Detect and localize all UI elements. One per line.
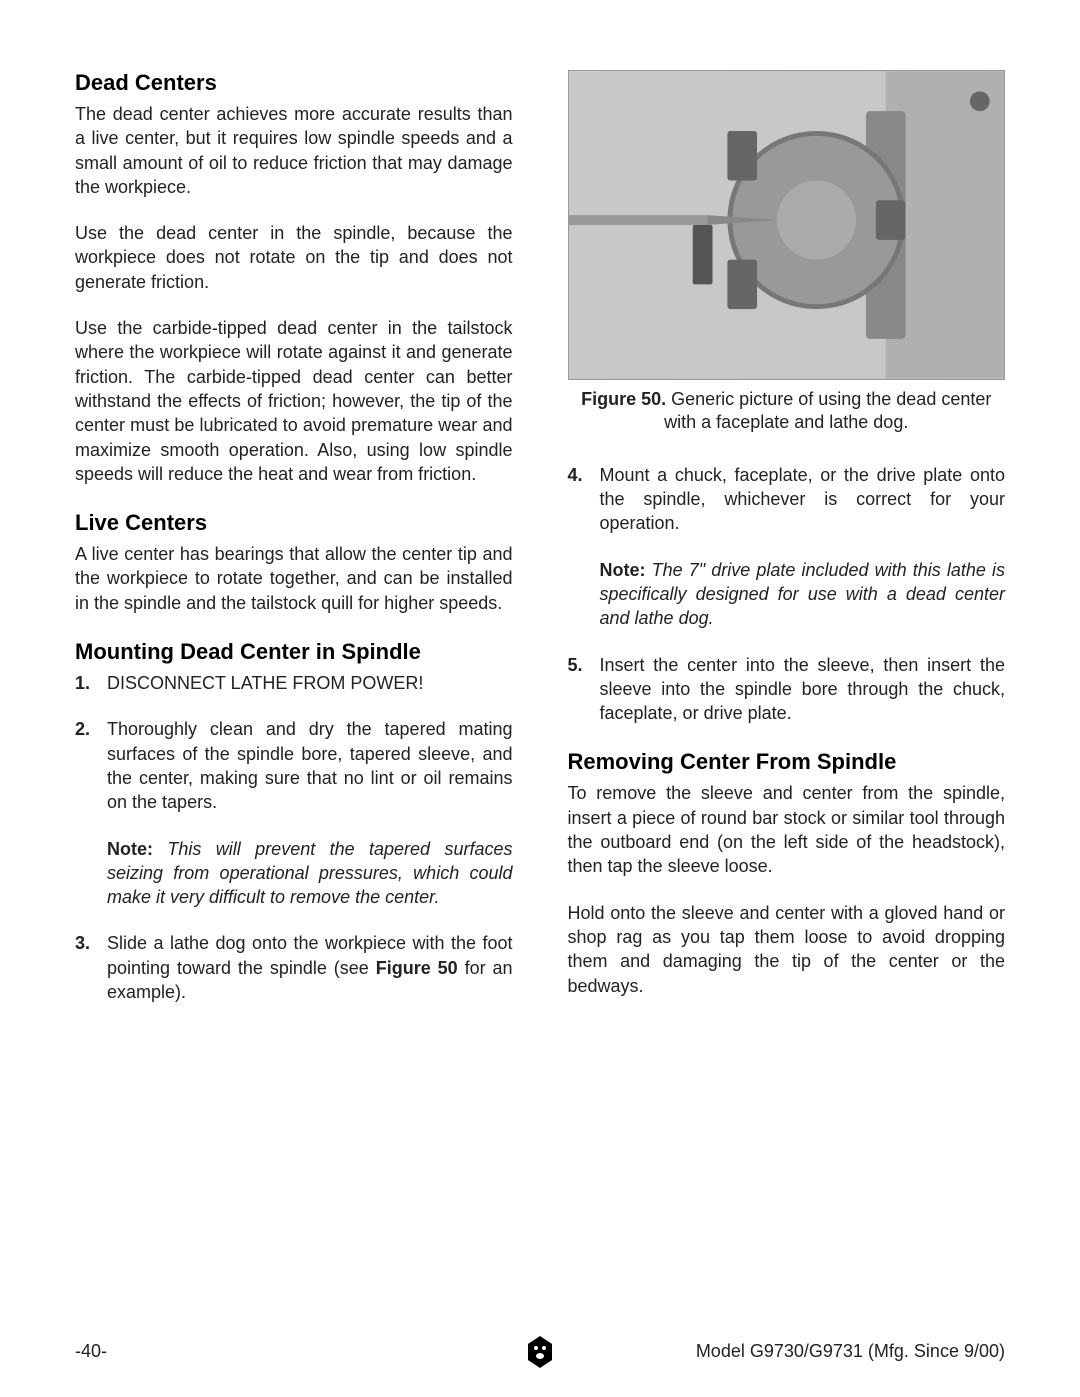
- footer-logo-icon: [524, 1334, 556, 1370]
- step-2-text: Thoroughly clean and dry the tapered mat…: [107, 719, 513, 812]
- para-removing-2: Hold onto the sleeve and center with a g…: [568, 901, 1006, 998]
- note-label: Note:: [600, 560, 646, 580]
- note-text: This will prevent the tapered surfaces s…: [107, 839, 513, 908]
- para-dead-centers-2: Use the dead center in the spindle, beca…: [75, 221, 513, 294]
- heading-dead-centers: Dead Centers: [75, 70, 513, 96]
- figure-50-caption: Figure 50. Generic picture of using the …: [568, 388, 1006, 435]
- note-label: Note:: [107, 839, 153, 859]
- lathe-illustration-icon: [569, 71, 1005, 379]
- left-column: Dead Centers The dead center achieves mo…: [75, 70, 513, 1026]
- heading-live-centers: Live Centers: [75, 510, 513, 536]
- step-2-note: Note: This will prevent the tapered surf…: [107, 837, 513, 910]
- heading-mounting: Mounting Dead Center in Spindle: [75, 639, 513, 665]
- caption-rest: Generic picture of using the dead center…: [664, 389, 991, 432]
- page-footer: -40- Model G9730/G9731 (Mfg. Since 9/00): [75, 1341, 1005, 1362]
- step-4-note: Note: The 7" drive plate included with t…: [600, 558, 1006, 631]
- para-dead-centers-1: The dead center achieves more accurate r…: [75, 102, 513, 199]
- note-text: The 7" drive plate included with this la…: [600, 560, 1006, 629]
- right-column: Figure 50. Generic picture of using the …: [568, 70, 1006, 1026]
- model-info: Model G9730/G9731 (Mfg. Since 9/00): [696, 1341, 1005, 1362]
- step-3: Slide a lathe dog onto the workpiece wit…: [75, 931, 513, 1004]
- step-3-figure-ref: Figure 50: [376, 958, 458, 978]
- step-1: DISCONNECT LATHE FROM POWER!: [75, 671, 513, 695]
- step-4-text: Mount a chuck, faceplate, or the drive p…: [600, 465, 1006, 534]
- para-removing-1: To remove the sleeve and center from the…: [568, 781, 1006, 878]
- page-content: Dead Centers The dead center achieves mo…: [75, 70, 1005, 1026]
- mounting-steps-list: DISCONNECT LATHE FROM POWER! Thoroughly …: [75, 671, 513, 1004]
- caption-bold: Figure 50.: [581, 389, 666, 409]
- step-2: Thoroughly clean and dry the tapered mat…: [75, 717, 513, 909]
- page-number: -40-: [75, 1341, 107, 1362]
- step-4: Mount a chuck, faceplate, or the drive p…: [568, 463, 1006, 631]
- para-dead-centers-3: Use the carbide-tipped dead center in th…: [75, 316, 513, 486]
- step-5: Insert the center into the sleeve, then …: [568, 653, 1006, 726]
- para-live-centers-1: A live center has bearings that allow th…: [75, 542, 513, 615]
- figure-50-image: [568, 70, 1006, 380]
- heading-removing: Removing Center From Spindle: [568, 749, 1006, 775]
- mounting-steps-list-continued: Mount a chuck, faceplate, or the drive p…: [568, 463, 1006, 726]
